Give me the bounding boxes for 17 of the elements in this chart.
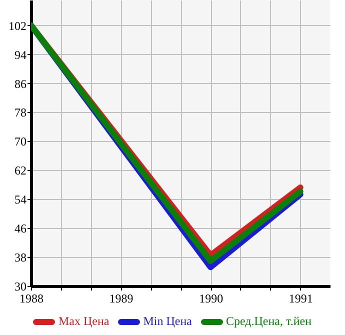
x-tick-label: 1990 <box>199 292 224 306</box>
y-tick-label: 30 <box>14 280 26 294</box>
y-tick-label: 78 <box>14 106 26 120</box>
x-tick-label: 1989 <box>109 292 134 306</box>
legend-label: Min Цена <box>143 314 192 329</box>
y-tick-label: 102 <box>8 18 26 33</box>
y-tick-label: 86 <box>14 76 26 91</box>
legend-label: Сред.Цена, т.йен <box>226 314 312 329</box>
legend-label: Max Цена <box>58 314 110 329</box>
y-tick-label: 70 <box>14 134 26 149</box>
y-tick-label: 38 <box>14 250 26 265</box>
x-tick-label: 1988 <box>20 292 44 306</box>
x-tick-label: 1991 <box>288 292 313 306</box>
y-tick-label: 54 <box>14 192 26 207</box>
y-tick-label: 46 <box>14 222 26 236</box>
y-tick-label: 94 <box>14 48 26 62</box>
y-tick-label: 62 <box>14 164 26 178</box>
